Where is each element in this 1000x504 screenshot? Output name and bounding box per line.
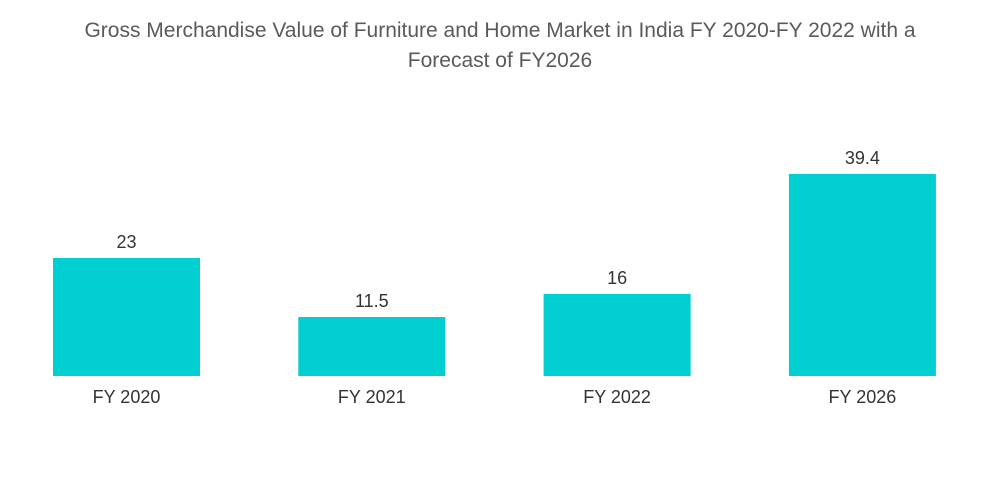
chart-title-line-1: Gross Merchandise Value of Furniture and… (84, 19, 916, 42)
value-label-fy-2022: 16 (607, 268, 627, 288)
value-label-fy-2021: 11.5 (355, 291, 389, 311)
bar-fy-2022 (543, 293, 691, 376)
value-labels-group: 23 11.5 16 39.4 (116, 148, 879, 311)
bar-fy-2026 (788, 173, 936, 376)
value-label-fy-2020: 23 (116, 232, 136, 252)
x-tick-label-fy-2026: FY 2026 (829, 387, 897, 407)
bars-group (53, 173, 936, 376)
bar-fy-2021 (298, 317, 446, 376)
x-tick-label-fy-2020: FY 2020 (93, 387, 161, 407)
bar-fy-2020 (53, 258, 200, 376)
x-tick-label-fy-2021: FY 2021 (338, 387, 406, 407)
value-label-fy-2026: 39.4 (845, 148, 880, 168)
x-tick-label-fy-2022: FY 2022 (583, 387, 651, 407)
chart-title: Gross Merchandise Value of Furniture and… (0, 16, 1000, 76)
x-tick-labels-group: FY 2020 FY 2021 FY 2022 FY 2026 (93, 387, 897, 407)
chart-title-line-2: Forecast of FY2026 (407, 49, 593, 72)
